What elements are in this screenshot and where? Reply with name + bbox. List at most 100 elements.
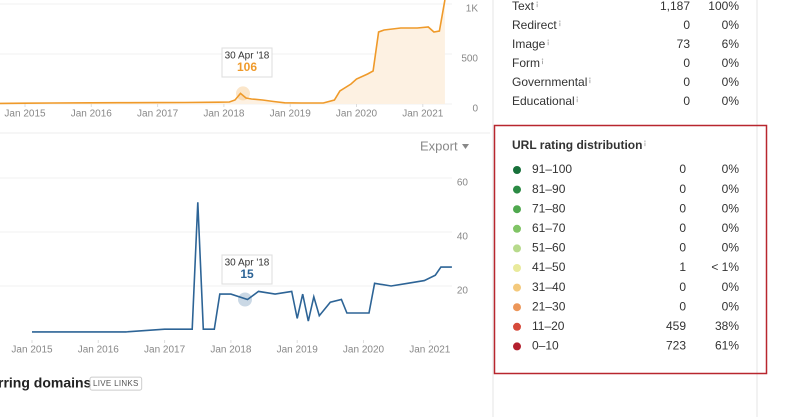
rating-percent: 0% — [722, 280, 740, 294]
x-tick-label: Jan 2019 — [270, 109, 312, 120]
rating-percent: 0% — [722, 182, 740, 196]
x-tick-label: Jan 2021 — [402, 109, 444, 120]
x-tick-label: Jan 2017 — [137, 109, 179, 120]
rating-dot — [513, 185, 521, 194]
rating-percent: < 1% — [711, 260, 739, 274]
rating-dot — [513, 342, 521, 351]
y-tick-label: 500 — [461, 54, 478, 65]
rating-count: 0 — [679, 221, 686, 235]
rating-percent: 0% — [722, 221, 740, 235]
rating-label: 91–100 — [532, 162, 572, 176]
tooltip — [221, 47, 273, 78]
x-tick-label: Jan 2017 — [144, 345, 186, 356]
section-badge: LIVE LINKS — [93, 379, 139, 388]
rating-dot — [513, 205, 521, 214]
row-label: Governmental — [512, 75, 587, 89]
area — [0, 0, 445, 104]
rating-label: 21–30 — [532, 299, 566, 313]
row-percent: 0% — [722, 56, 740, 70]
rating-dot — [513, 283, 521, 292]
rating-percent: 61% — [715, 339, 739, 353]
rating-label: 31–40 — [532, 280, 566, 294]
row-percent: 0% — [722, 75, 740, 89]
row-percent: 6% — [722, 37, 740, 51]
x-tick-label: Jan 2016 — [78, 345, 120, 356]
x-tick-label: Jan 2021 — [409, 345, 451, 356]
badge-frame — [89, 376, 143, 391]
tooltip-value: 106 — [237, 60, 257, 74]
rating-label: 51–60 — [532, 241, 566, 255]
row-count: 0 — [683, 94, 690, 108]
x-tick-label: Jan 2018 — [203, 109, 245, 120]
rating-label: 41–50 — [532, 260, 566, 274]
rating-count: 0 — [679, 162, 686, 176]
x-tick-label: Jan 2019 — [277, 345, 319, 356]
rating-dot — [513, 322, 521, 331]
info-icon — [644, 140, 646, 142]
rating-count: 0 — [679, 299, 686, 313]
rating-label: 0–10 — [532, 339, 559, 353]
rating-count: 723 — [666, 339, 686, 353]
info-icon — [589, 77, 591, 79]
tooltip-value: 15 — [240, 267, 254, 281]
row-percent: 0% — [722, 18, 740, 32]
tooltip-date: 30 Apr '18 — [225, 258, 270, 269]
rating-label: 11–20 — [532, 319, 565, 333]
row-percent: 0% — [722, 94, 740, 108]
rating-count: 0 — [679, 241, 686, 255]
tooltip-date: 30 Apr '18 — [225, 51, 270, 62]
export-button[interactable]: Export — [420, 138, 458, 153]
rating-dot — [513, 244, 521, 253]
rating-dot — [513, 303, 521, 312]
rating-label: 71–80 — [532, 201, 566, 215]
row-count: 0 — [683, 18, 690, 32]
y-tick-label: 20 — [457, 286, 469, 297]
rating-count: 0 — [679, 201, 686, 215]
hover-marker — [236, 86, 250, 101]
info-icon — [547, 39, 549, 41]
x-tick-label: Jan 2016 — [71, 109, 113, 120]
info-icon — [536, 1, 538, 3]
row-count: 1,187 — [660, 0, 690, 13]
row-label: Educational — [512, 94, 575, 108]
row-count: 0 — [683, 56, 690, 70]
rating-percent: 0% — [722, 241, 740, 255]
rating-count: 459 — [666, 319, 686, 333]
y-tick-label: 1K — [466, 4, 479, 15]
row-count: 73 — [677, 37, 691, 51]
y-tick-label: 0 — [472, 104, 478, 115]
rating-percent: 0% — [722, 299, 740, 313]
rating-percent: 0% — [722, 162, 740, 176]
x-tick-label: Jan 2020 — [336, 109, 378, 120]
x-tick-label: Jan 2015 — [4, 109, 46, 120]
info-icon — [559, 20, 561, 22]
rating-percent: 38% — [715, 319, 739, 333]
hover-marker — [238, 292, 252, 307]
tooltip — [221, 254, 273, 285]
row-label: Redirect — [512, 18, 557, 32]
panel-title: URL rating distribution — [512, 138, 642, 152]
line-series — [32, 202, 452, 333]
rating-percent: 0% — [722, 201, 740, 215]
export-caret[interactable] — [462, 144, 469, 149]
info-icon — [576, 96, 578, 98]
line-series — [0, 0, 446, 105]
x-tick-label: Jan 2020 — [343, 345, 385, 356]
rating-dot — [513, 166, 521, 174]
row-percent: 100% — [708, 0, 739, 13]
row-label: Image — [512, 37, 546, 51]
highlight-box — [493, 124, 768, 375]
rating-count: 0 — [679, 280, 686, 294]
rating-label: 81–90 — [532, 182, 566, 196]
section-title: rring domains — [0, 375, 92, 391]
y-tick-label: 60 — [457, 178, 469, 189]
row-label: Text — [512, 0, 535, 13]
rating-dot — [513, 264, 521, 272]
x-tick-label: Jan 2015 — [11, 345, 53, 356]
rating-count: 0 — [679, 182, 686, 196]
rating-count: 1 — [679, 260, 686, 274]
row-label: Form — [512, 56, 540, 70]
rating-label: 61–70 — [532, 221, 566, 235]
info-icon — [541, 58, 544, 60]
